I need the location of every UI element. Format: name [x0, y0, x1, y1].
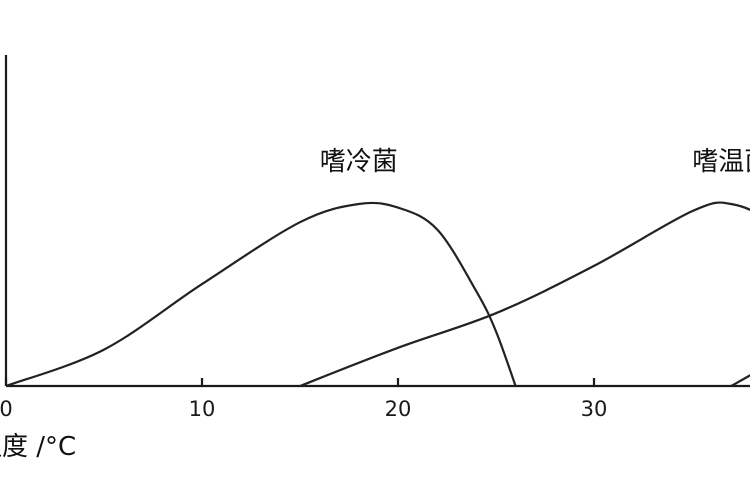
x-axis-title: 温度 /°C — [0, 432, 76, 462]
x-tick-label: 20 — [385, 397, 412, 421]
x-tick-label: 10 — [189, 397, 216, 421]
x-ticks: 010203040506070 — [0, 378, 608, 421]
series-curve-0 — [5, 201, 517, 388]
series-label-1: 嗜温菌 — [692, 147, 750, 177]
x-tick-label: 0 — [0, 397, 13, 421]
series-labels: 嗜冷菌嗜温菌嗜热菌 — [320, 147, 750, 177]
x-tick-label: 30 — [581, 397, 608, 421]
series-curve-1 — [299, 201, 750, 388]
series-label-0: 嗜冷菌 — [320, 147, 398, 177]
series-curves — [5, 201, 750, 388]
series-curve-2 — [730, 374, 750, 387]
